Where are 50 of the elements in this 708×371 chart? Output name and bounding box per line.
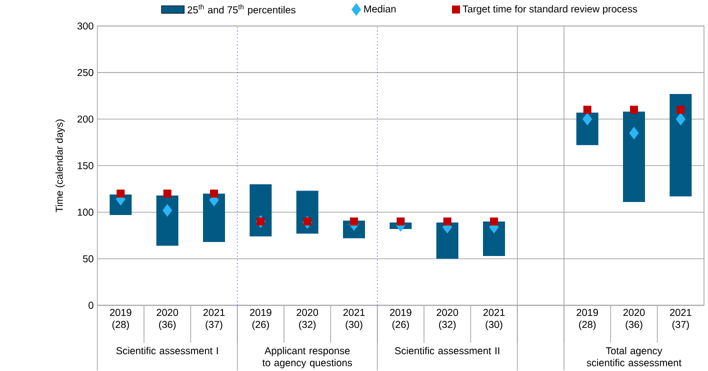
text: Scientific assessment II	[395, 347, 500, 354]
legend-label: Median	[364, 5, 396, 13]
point	[303, 218, 312, 226]
y-tick-label: 200	[78, 116, 94, 123]
legend-label: Target time for standard review process	[462, 5, 638, 15]
point	[256, 218, 265, 226]
x-tick-label: 2021 (30)	[343, 309, 365, 330]
bar	[670, 94, 692, 197]
y-tick-label: 100	[78, 208, 94, 216]
bar	[156, 196, 178, 246]
y-tick-label: 50	[83, 255, 94, 262]
text: Scientific assessment I	[116, 347, 218, 354]
point	[583, 106, 592, 114]
point	[350, 218, 358, 226]
point	[630, 106, 638, 114]
y-axis-title: Time (calendar days)	[55, 120, 65, 212]
y-tick-label: 300	[77, 22, 94, 30]
legend-label: 25$^{th}$ and 75$^{th}$ percentiles	[188, 4, 296, 16]
bar	[250, 184, 272, 237]
x-tick-label: 2019 (28)	[576, 309, 598, 330]
x-tick-label: 2021 (37)	[203, 309, 225, 330]
point	[676, 113, 686, 126]
x-tick-label: 2021 (37)	[670, 309, 692, 330]
point	[162, 204, 172, 217]
x-tick-label: 2019 (28)	[110, 309, 132, 330]
y-tick-label: 250	[78, 69, 94, 76]
point	[490, 218, 498, 226]
x-tick-label: 2020 (32)	[436, 309, 458, 330]
point	[582, 113, 592, 126]
point	[163, 190, 172, 198]
point	[210, 190, 218, 198]
text: Total agency scientific assessment	[586, 347, 682, 366]
point	[443, 218, 452, 226]
y-tick-label: 150	[78, 162, 94, 170]
bar	[203, 194, 225, 242]
y-tick-label: 0	[88, 302, 94, 310]
x-tick-label: 2019 (26)	[390, 309, 412, 330]
x-tick-label: 2021 (30)	[483, 309, 505, 330]
point	[116, 190, 125, 198]
x-tick-label: 2019 (26)	[250, 309, 272, 330]
point	[629, 126, 639, 140]
text: Applicant response to agency questions	[262, 347, 352, 368]
bar	[296, 190, 318, 234]
point	[676, 106, 685, 114]
bar	[623, 112, 645, 202]
x-tick-label: 2020 (36)	[623, 309, 645, 330]
x-tick-label: 2020 (36)	[156, 309, 178, 330]
point	[396, 218, 405, 226]
x-tick-label: 2020 (32)	[296, 309, 318, 330]
bar	[436, 222, 458, 259]
